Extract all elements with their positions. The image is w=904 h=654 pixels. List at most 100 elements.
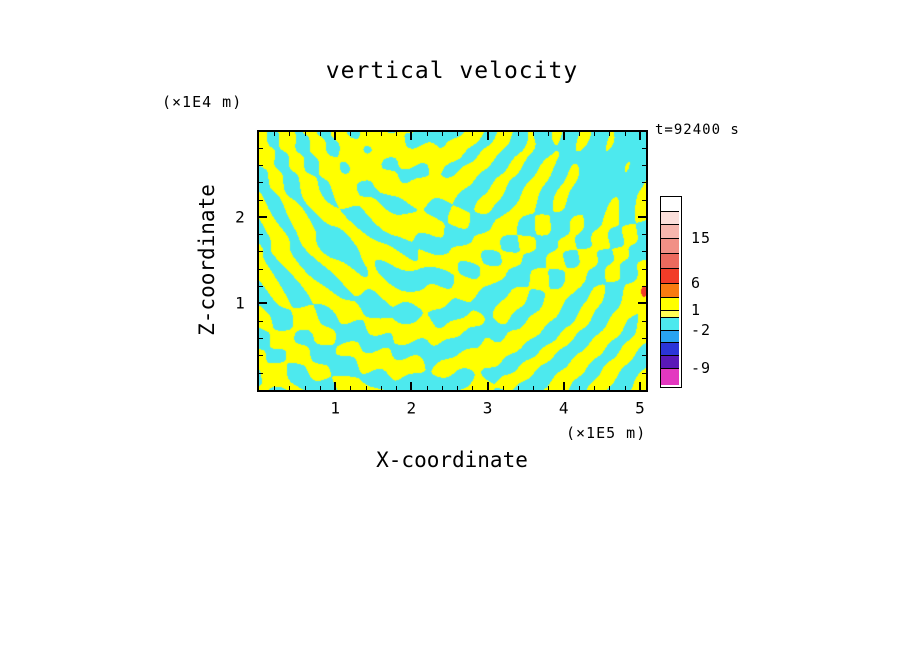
axis-tick [503, 386, 504, 390]
axis-tick [642, 269, 646, 270]
axis-tick [259, 321, 263, 322]
axis-tick [625, 132, 626, 136]
axis-tick [274, 386, 275, 390]
axis-tick [642, 338, 646, 339]
axis-tick [642, 251, 646, 252]
axis-tick [320, 132, 321, 136]
axis-tick [487, 132, 489, 140]
axis-tick [442, 132, 443, 136]
x-tick-label: 5 [635, 398, 645, 418]
colorbar-segment [661, 354, 679, 368]
axis-tick [642, 148, 646, 149]
axis-tick [533, 386, 534, 390]
colorbar-segment [661, 329, 679, 343]
axis-tick [518, 132, 519, 136]
axis-tick [503, 132, 504, 136]
axis-tick [642, 373, 646, 374]
axis-tick [642, 200, 646, 201]
colorbar-label: 15 [691, 229, 712, 247]
colorbar-label: 6 [691, 273, 702, 292]
axis-tick [563, 382, 565, 390]
colorbar-segment [661, 210, 679, 225]
axis-tick [487, 382, 489, 390]
axis-tick [334, 382, 336, 390]
x-tick-label: 4 [558, 398, 569, 418]
axis-tick [410, 382, 412, 390]
axis-tick [289, 386, 290, 390]
colorbar-segment [661, 224, 679, 238]
axis-tick [305, 132, 306, 136]
axis-tick [548, 386, 549, 390]
x-axis-unit: (×1E5 m) [566, 424, 647, 442]
colorbar-segment [661, 342, 679, 355]
x-tick-label: 3 [482, 398, 493, 418]
axis-tick [472, 132, 473, 136]
axis-tick [579, 386, 580, 390]
axis-tick [366, 132, 367, 136]
axis-tick [259, 302, 267, 304]
axis-tick [410, 132, 412, 140]
colorbar-label: -2 [691, 320, 712, 339]
axis-tick [350, 132, 351, 136]
axis-tick [381, 386, 382, 390]
axis-tick [642, 355, 646, 356]
axis-tick [259, 373, 263, 374]
axis-tick [548, 132, 549, 136]
axis-tick [579, 132, 580, 136]
colorbar-segment [661, 367, 679, 385]
axis-tick [638, 302, 646, 304]
axis-tick [518, 386, 519, 390]
axis-tick [259, 355, 263, 356]
axis-tick [594, 386, 595, 390]
axis-tick [259, 182, 263, 183]
colorbar-segment [661, 253, 679, 269]
axis-tick [609, 132, 610, 136]
axis-tick [274, 132, 275, 136]
colorbar-segment [661, 296, 679, 310]
axis-tick [639, 382, 641, 390]
axis-tick [334, 132, 336, 140]
axis-tick [427, 386, 428, 390]
axis-tick [259, 200, 263, 201]
axis-tick [259, 216, 267, 218]
axis-tick [457, 132, 458, 136]
axis-tick [625, 386, 626, 390]
x-tick-label: 2 [406, 398, 417, 418]
axis-tick [259, 148, 263, 149]
axis-tick [350, 386, 351, 390]
colorbar [660, 196, 682, 388]
axis-tick [563, 132, 565, 140]
axis-tick [609, 386, 610, 390]
colorbar-segment [661, 282, 679, 297]
colorbar-segment [661, 197, 679, 211]
axis-tick [381, 132, 382, 136]
axis-tick [259, 269, 263, 270]
axis-tick [259, 251, 263, 252]
axis-tick [642, 234, 646, 235]
z-tick-label: 1 [235, 293, 245, 313]
axis-tick [457, 386, 458, 390]
axis-tick [442, 386, 443, 390]
z-axis-unit: (×1E4 m) [162, 93, 243, 111]
z-tick-label: 2 [235, 207, 245, 227]
x-tick-label: 1 [330, 398, 340, 418]
time-label: t=92400 s [655, 122, 740, 138]
contour-field-canvas [259, 132, 646, 390]
axis-tick [259, 234, 263, 235]
axis-tick [366, 386, 367, 390]
chart-title: vertical velocity [325, 58, 579, 84]
axis-tick [639, 132, 641, 140]
colorbar-segment [661, 316, 679, 330]
axis-tick [642, 165, 646, 166]
axis-tick [396, 386, 397, 390]
axis-tick [594, 132, 595, 136]
axis-tick [305, 386, 306, 390]
axis-tick [289, 132, 290, 136]
colorbar-label: -9 [691, 358, 712, 377]
axis-tick [427, 132, 428, 136]
axis-tick [472, 386, 473, 390]
axis-tick [642, 321, 646, 322]
axis-tick [642, 182, 646, 183]
axis-tick [320, 386, 321, 390]
